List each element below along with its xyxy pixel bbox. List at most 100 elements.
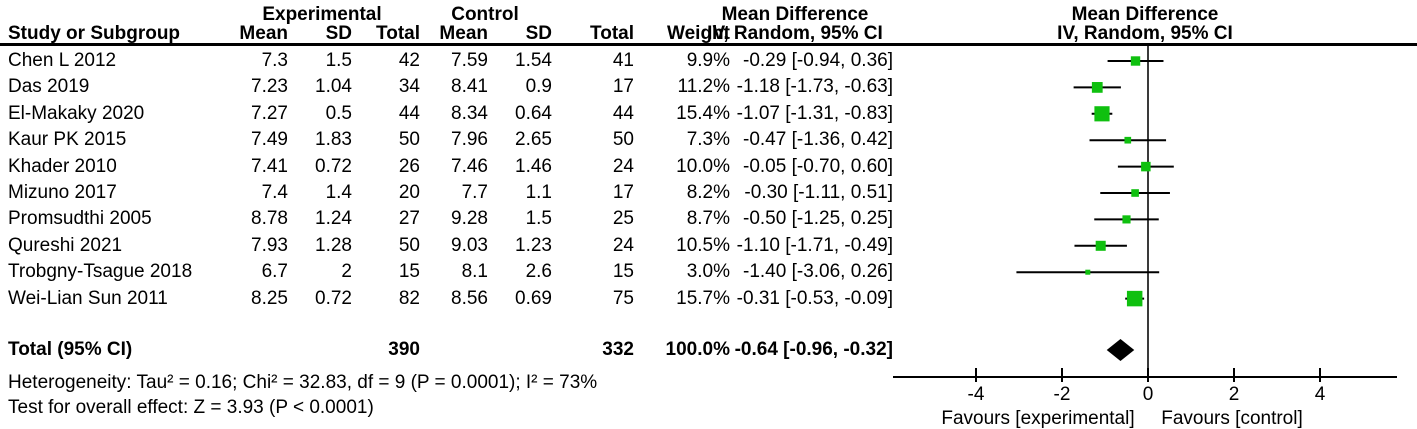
ctrl-total: 25 [612,208,634,230]
weight-value: 10.5% [676,234,730,256]
exp-total: 27 [398,208,420,230]
point-estimate-marker [1131,189,1139,197]
exp-mean: 7.49 [251,129,288,151]
header-study-or-subgroup: Study or Subgroup [8,23,181,44]
point-estimate-marker [1085,269,1091,275]
axis-tick-label: 0 [1143,384,1154,405]
ctrl-mean: 8.1 [461,261,488,283]
ci-value: -1.07 [-1.31, -0.83] [736,102,893,124]
study-row: Khader 2010 7.41 0.72 26 7.46 1.46 24 10.0% -0.0… [0,154,1417,180]
exp-sd: 0.72 [315,287,352,309]
header-group-experimental: Experimental [262,4,382,25]
exp-mean: 7.23 [251,76,288,98]
exp-mean: 8.25 [251,287,288,309]
ctrl-mean: 7.46 [451,155,488,177]
ctrl-sd: 1.46 [515,155,552,177]
point-estimate-marker [1141,161,1151,172]
ci-value: -0.50 [-1.25, 0.25] [743,208,893,230]
study-name: Das 2019 [8,76,90,98]
ci-value: -0.05 [-0.70, 0.60] [743,155,893,177]
point-estimate-marker [1122,215,1131,224]
total-label: Total (95% CI) [8,339,133,360]
weight-value: 7.3% [686,129,730,151]
heterogeneity-stats: Heterogeneity: Tau² = 0.16; Chi² = 32.83… [8,372,598,393]
exp-sd: 1.5 [325,50,352,71]
header-mean-difference-values: Mean Difference [721,4,869,25]
ci-value: -1.10 [-1.71, -0.49] [736,234,893,256]
ci-value: -1.40 [-3.06, 0.26] [743,261,893,283]
exp-mean: 8.78 [251,208,288,230]
exp-total: 50 [398,234,420,256]
overall-effect-stats: Test for overall effect: Z = 3.93 (P < 0… [8,397,374,418]
header-iv-random-values: IV, Random, 95% CI [707,23,883,44]
ctrl-mean: 8.34 [451,102,488,124]
study-name: Trobgny-Tsague 2018 [8,261,193,283]
study-name: Chen L 2012 [8,50,117,71]
header-exp-sd: SD [325,23,352,44]
total-exp-total: 390 [388,339,420,360]
ctrl-mean: 9.28 [451,208,488,230]
exp-total: 15 [398,261,420,283]
ci-value: -0.30 [-1.11, 0.51] [744,182,893,203]
ctrl-total: 50 [612,129,634,151]
ctrl-total: 24 [612,155,634,177]
study-row: Chen L 2012 7.3 1.5 42 7.59 1.54 41 9.9% -0.29 [… [0,48,1417,74]
point-estimate-marker [1130,56,1141,66]
exp-total: 44 [398,102,420,124]
ctrl-sd: 1.54 [515,50,552,71]
ctrl-sd: 0.64 [515,102,552,124]
study-row: Trobgny-Tsague 2018 6.7 2 15 8.1 2.6 15 3.0% -1.… [0,259,1417,285]
study-row: Das 2019 7.23 1.04 34 8.41 0.9 17 11.2% -1.18 [-… [0,74,1417,100]
ci-value: -1.18 [-1.73, -0.63] [736,76,893,98]
weight-value: 10.0% [676,155,730,177]
ctrl-total: 24 [612,234,634,256]
ctrl-total: 75 [612,287,634,309]
ctrl-mean: 9.03 [451,234,488,256]
exp-mean: 7.3 [261,50,288,71]
study-row: Kaur PK 2015 7.49 1.83 50 7.96 2.65 50 7.3% -0.4… [0,127,1417,153]
exp-total: 82 [398,287,420,309]
favours-control-label: Favours [control] [1161,408,1303,429]
study-name: El-Makaky 2020 [8,102,145,124]
weight-value: 8.2% [686,182,730,203]
exp-sd: 1.4 [325,182,352,203]
ctrl-sd: 1.5 [525,208,552,230]
ctrl-total: 44 [612,102,634,124]
header-iv-random-plot: IV, Random, 95% CI [1057,23,1233,44]
study-row: Mizuno 2017 7.4 1.4 20 7.7 1.1 17 8.2% -0.30 [-1… [0,180,1417,206]
ctrl-mean: 8.41 [451,76,488,98]
exp-sd: 1.83 [315,129,352,151]
exp-mean: 7.27 [251,102,288,124]
study-row: Promsudthi 2005 8.78 1.24 27 9.28 1.5 25 8.7% -0… [0,206,1417,232]
header-group-control: Control [451,4,519,25]
weight-value: 9.9% [686,50,730,71]
total-ctrl-total: 332 [602,339,634,360]
ctrl-total: 41 [612,50,634,71]
weight-value: 8.7% [686,208,730,230]
ci-value: -0.31 [-0.53, -0.09] [736,287,893,309]
study-name: Kaur PK 2015 [8,129,127,151]
point-estimate-marker [1094,106,1110,122]
total-row: Total (95% CI) 390 332 100.0% -0.64 [-0.96, … [0,337,1417,363]
header-ctrl-mean: Mean [439,23,488,44]
ctrl-total: 15 [612,261,634,283]
total-ci-value: -0.64 [-0.96, -0.32] [734,339,893,360]
ctrl-sd: 2.6 [525,261,552,283]
exp-total: 42 [398,50,420,71]
exp-mean: 7.93 [251,234,288,256]
exp-mean: 7.41 [251,155,288,177]
total-weight: 100.0% [665,339,730,360]
axis-tick-label: 2 [1229,384,1240,405]
header-ctrl-sd: SD [525,23,552,44]
ctrl-sd: 1.23 [515,234,552,256]
ctrl-mean: 7.96 [451,129,488,151]
study-name: Mizuno 2017 [8,182,117,203]
exp-sd: 1.04 [315,76,352,98]
exp-sd: 1.28 [315,234,352,256]
ctrl-total: 17 [612,182,634,203]
exp-total: 20 [398,182,420,203]
header-exp-mean: Mean [239,23,288,44]
point-estimate-marker [1095,240,1106,251]
